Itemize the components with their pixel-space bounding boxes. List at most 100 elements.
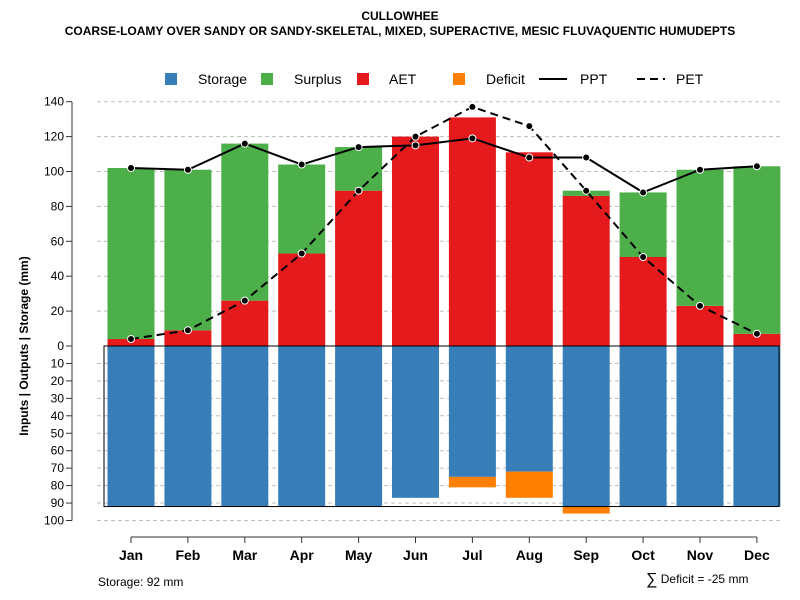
legend-aet-swatch [357,73,369,85]
y-tick-label: 70 [51,461,65,475]
storage-bar [164,346,212,507]
y-tick-label: 100 [44,165,64,179]
pet-point [582,186,591,195]
y-tick-label: 20 [51,374,65,388]
x-tick-label: Feb [175,547,200,563]
y-tick-label: 20 [51,304,65,318]
storage-bar [335,346,383,507]
storage-bar [107,346,155,507]
pet-point [525,122,534,131]
x-tick-label: Jan [119,547,143,563]
storage-bar [448,346,496,477]
y-tick-label: 10 [51,356,65,370]
ppt-point [183,165,192,174]
y-tick-label: 0 [57,339,64,353]
y-tick-label: 40 [51,409,65,423]
x-tick-label: Dec [744,547,770,563]
chart-title: CULLOWHEE [361,9,439,23]
storage-bar [562,346,610,507]
aet-bar [221,300,269,346]
aet-bar [278,253,326,346]
storage-bar [676,346,724,507]
storage-note: Storage: 92 mm [98,575,184,589]
y-tick-label: 80 [51,479,65,493]
y-tick-label: 60 [51,444,65,458]
pet-point [297,249,306,258]
legend-pet-label: PET [676,71,704,87]
x-tick-label: Aug [516,547,543,563]
deficit-bar [562,506,610,514]
legend-surplus-label: Surplus [294,71,341,87]
surplus-bar [107,168,155,340]
aet-bar [505,152,553,346]
storage-bar [619,346,667,507]
ppt-point [297,160,306,169]
deficit-bar [505,471,553,498]
surplus-bar [733,166,781,334]
aet-bar [733,333,781,346]
pet-point [752,329,761,338]
aet-bar [619,257,667,346]
storage-bar [505,346,553,472]
ppt-point [127,164,135,173]
ppt-point [468,134,477,143]
aet-bar [676,305,724,346]
ppt-point [582,153,591,162]
ppt-point [639,188,648,197]
x-tick-label: Jun [403,547,428,563]
legend-ppt-label: PPT [580,71,608,87]
pet-point [183,326,192,335]
x-tick-label: Mar [232,547,257,563]
ppt-point [240,139,249,148]
x-tick-label: May [345,547,372,563]
y-tick-label: 100 [44,514,64,528]
deficit-note: ∑ Deficit = -25 mm [646,571,748,589]
ppt-point [411,141,420,150]
y-tick-label: 90 [51,496,65,510]
pet-line [130,105,758,341]
ppt-point [525,153,534,162]
aet-bar [164,330,212,346]
ppt-point [354,143,363,152]
y-tick-label: 60 [51,234,65,248]
y-tick-label: 40 [51,269,65,283]
pet-point [411,132,420,141]
y-tick-label: 120 [44,130,64,144]
x-tick-label: Sep [573,547,599,563]
pet-point [240,296,249,305]
legend-storage-label: Storage [198,71,247,87]
legend-aet-label: AET [389,71,417,87]
surplus-bar [619,192,667,258]
pet-point [468,102,477,111]
pet-point [354,186,363,195]
ppt-line [130,137,757,194]
surplus-bar [221,143,269,301]
y-tick-label: 30 [51,391,65,405]
surplus-bar [676,169,724,306]
storage-bar [733,346,781,507]
legend-storage-swatch [165,73,177,85]
legend-surplus-swatch [261,73,273,85]
surplus-bar [278,164,326,254]
storage-bar [221,346,269,507]
pet-point [696,301,704,310]
aet-bar [562,195,610,346]
aet-bar [448,117,496,346]
x-tick-label: Oct [631,547,655,563]
legend-deficit-label: Deficit [486,71,525,87]
y-tick-label: 80 [51,199,65,213]
y-tick-label: 140 [44,95,64,109]
ppt-point [752,162,761,171]
x-tick-label: Apr [290,547,315,563]
y-tick-label: 50 [51,426,65,440]
deficit-bar [448,476,496,488]
aet-bar [335,190,383,346]
pet-point [127,335,135,344]
ppt-point [696,165,704,174]
storage-bar [392,346,439,498]
surplus-bar [335,147,383,191]
legend-deficit-swatch [453,73,465,85]
surplus-bar [164,169,212,331]
x-tick-label: Nov [687,547,714,563]
